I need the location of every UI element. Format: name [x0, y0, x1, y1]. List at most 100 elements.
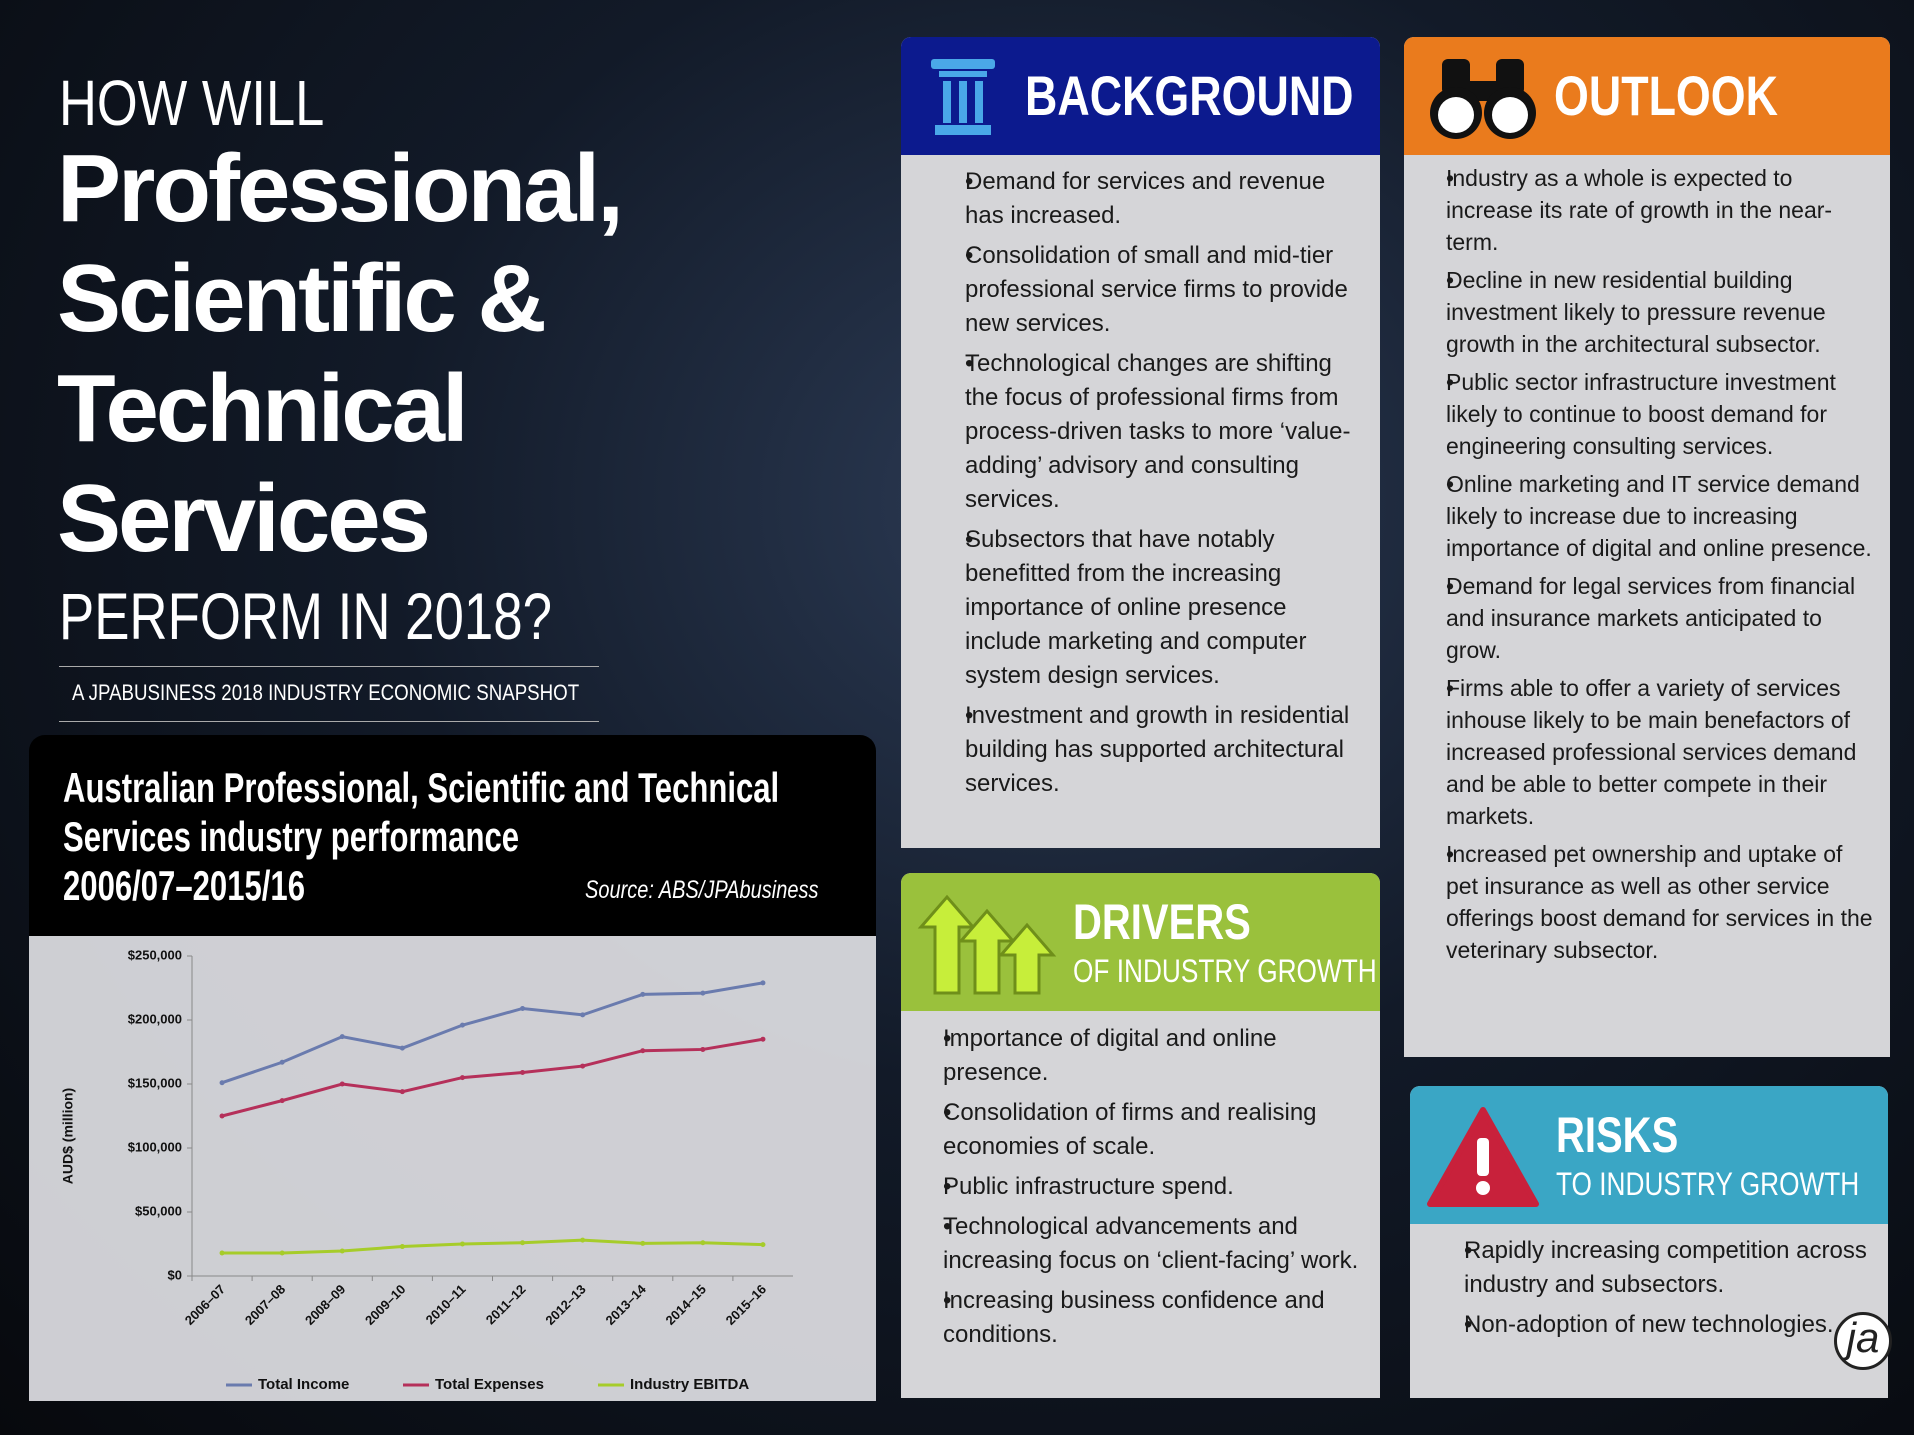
bullet-item: Technological advancements and increasin…: [915, 1210, 1367, 1278]
chart-header: Australian Professional, Scientific and …: [29, 735, 876, 936]
bullet-item: Industry as a whole is expected to incre…: [1418, 162, 1880, 258]
arrows-icon: [917, 894, 1057, 995]
subtitle: A JPABUSINESS 2018 INDUSTRY ECONOMIC SNA…: [72, 680, 580, 705]
point: [339, 1034, 345, 1040]
legend-label: Total Expenses: [435, 1376, 544, 1393]
y-tick-label: $50,000: [135, 1203, 182, 1218]
y-tick-label: $150,000: [128, 1075, 182, 1090]
bullet-item: Public infrastructure spend.: [915, 1170, 1367, 1204]
line-series: [222, 1238, 763, 1255]
point: [700, 1240, 706, 1246]
headline: HOW WILL: [59, 67, 325, 139]
bullet-item: Online marketing and IT service demand l…: [1418, 468, 1880, 564]
panel-header: RISKS TO INDUSTRY GROWTH: [1410, 1086, 1888, 1224]
x-tick-label: 2006–07: [182, 1282, 228, 1328]
y-axis-label: AUD$ (million): [60, 1088, 76, 1184]
point: [760, 1036, 766, 1042]
y-tick-label: $200,000: [128, 1011, 182, 1026]
x-tick-label: 2012–13: [542, 1282, 588, 1328]
chart-title: 2006/07–2015/16: [63, 862, 305, 909]
point: [459, 1075, 465, 1081]
panel-header: BACKGROUND: [901, 37, 1380, 155]
point: [459, 1241, 465, 1247]
warning-icon: [1427, 1107, 1539, 1207]
bullet-list: Importance of digital and online presenc…: [915, 1022, 1367, 1358]
panel-header: OUTLOOK: [1404, 37, 1890, 155]
bullet-item: Subsectors that have notably benefitted …: [923, 523, 1363, 693]
risks-panel: RISKS TO INDUSTRY GROWTH Rapidly increas…: [1410, 1086, 1888, 1398]
bullet-item: Firms able to offer a variety of service…: [1418, 672, 1880, 832]
point: [700, 990, 706, 996]
point: [339, 1081, 345, 1087]
bullet-item: Consolidation of firms and realising eco…: [915, 1096, 1367, 1164]
point: [219, 1080, 225, 1086]
y-tick-label: $100,000: [128, 1139, 182, 1154]
bullet-item: Importance of digital and online presenc…: [915, 1022, 1367, 1090]
point: [399, 1244, 405, 1250]
point: [459, 1022, 465, 1028]
chart-title: Services industry performance: [63, 813, 520, 860]
line-series: [221, 1037, 764, 1118]
point: [580, 1237, 586, 1243]
bullet-item: Public sector infrastructure investment …: [1418, 366, 1880, 462]
x-tick-label: 2009–10: [362, 1282, 408, 1328]
headline: Professional,: [57, 135, 624, 242]
point: [279, 1059, 285, 1065]
bullet-item: Demand for services and revenue has incr…: [923, 165, 1363, 233]
headline: Scientific &: [57, 245, 547, 352]
drivers-panel: DRIVERS OF INDUSTRY GROWTH Importance of…: [901, 873, 1380, 1398]
y-tick-label: $250,000: [128, 947, 182, 962]
panel-title: OUTLOOK: [1554, 64, 1778, 127]
bullet-item: Non-adoption of new technologies.: [1436, 1308, 1876, 1342]
point: [640, 1048, 646, 1054]
chart-title: Australian Professional, Scientific and …: [63, 764, 780, 811]
point: [580, 1012, 586, 1018]
point: [700, 1046, 706, 1052]
bullet-item: Increased pet ownership and uptake of pe…: [1418, 838, 1880, 966]
legend-label: Total Income: [258, 1376, 349, 1393]
panel-header: DRIVERS OF INDUSTRY GROWTH: [901, 873, 1380, 1011]
panel-title: DRIVERS: [1073, 894, 1251, 950]
panel-subtitle: OF INDUSTRY GROWTH: [1073, 953, 1377, 989]
chart-source: Source: ABS/JPAbusiness: [585, 876, 819, 904]
headline: Technical: [57, 355, 469, 462]
panel-subtitle: TO INDUSTRY GROWTH: [1556, 1166, 1860, 1202]
x-tick-label: 2007–08: [242, 1282, 288, 1328]
bullet-item: Decline in new residential building inve…: [1418, 264, 1880, 360]
x-tick-label: 2013–14: [602, 1281, 649, 1328]
point: [760, 1242, 766, 1248]
point: [219, 1250, 225, 1256]
x-tick-label: 2015–16: [723, 1282, 769, 1328]
binoculars-icon: [1430, 59, 1536, 139]
x-tick-label: 2008–09: [302, 1282, 348, 1328]
point: [520, 1069, 526, 1075]
bullet-item: Technological changes are shifting the f…: [923, 347, 1363, 517]
panel-title: BACKGROUND: [1025, 64, 1354, 127]
point: [640, 991, 646, 997]
bullet-list: Industry as a whole is expected to incre…: [1418, 162, 1880, 972]
point: [520, 1240, 526, 1246]
x-tick-label: 2014–15: [663, 1282, 709, 1328]
bullet-item: Consolidation of small and mid-tier prof…: [923, 239, 1363, 341]
point: [399, 1089, 405, 1095]
point: [760, 980, 766, 986]
bullet-item: Rapidly increasing competition across in…: [1436, 1234, 1876, 1302]
point: [279, 1098, 285, 1104]
headline: PERFORM IN 2018?: [59, 579, 552, 653]
x-tick-label: 2010–11: [423, 1282, 469, 1328]
point: [399, 1045, 405, 1051]
panel-title: RISKS: [1556, 1107, 1679, 1163]
bullet-item: Investment and growth in residential bui…: [923, 699, 1363, 801]
bullet-list: Demand for services and revenue has incr…: [923, 165, 1363, 807]
point: [219, 1113, 225, 1119]
point: [640, 1240, 646, 1246]
legend-label: Industry EBITDA: [630, 1376, 749, 1393]
point: [279, 1250, 285, 1256]
background-panel: BACKGROUND Demand for services and reven…: [901, 37, 1380, 848]
line-series: [221, 981, 764, 1085]
chart: AUD$ (million) $0 $50,000 $100,000 $150,000…: [29, 936, 876, 1401]
column-icon: [931, 59, 995, 135]
logo: ja: [1834, 1312, 1892, 1370]
headline: Services: [57, 465, 431, 572]
